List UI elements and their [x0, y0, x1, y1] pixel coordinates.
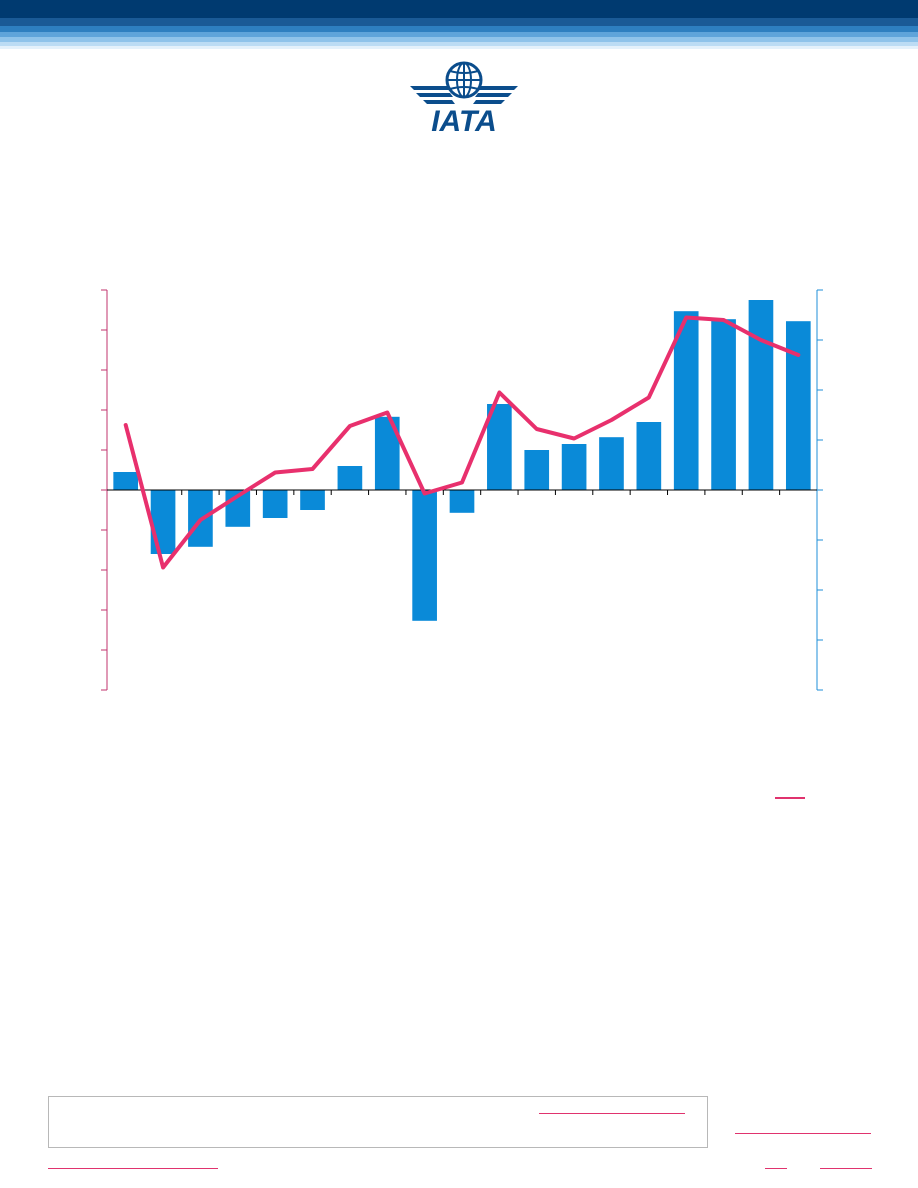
chart — [101, 289, 823, 691]
bar-2 — [150, 490, 176, 554]
side-link[interactable] — [735, 1133, 871, 1134]
bar-16 — [673, 311, 699, 490]
bar-11 — [487, 404, 512, 490]
bottom-link-mid[interactable] — [765, 1168, 787, 1169]
bar-1 — [113, 472, 139, 490]
bar-5 — [262, 490, 288, 518]
footer-box-link[interactable] — [539, 1113, 685, 1114]
bar-17 — [711, 319, 736, 490]
footer-info-box — [48, 1096, 708, 1148]
header-banner — [0, 0, 918, 49]
legend-link-underline — [775, 797, 805, 799]
bar-6 — [300, 490, 325, 510]
bar-12 — [524, 450, 550, 490]
bar-9 — [412, 490, 437, 621]
bar-15 — [636, 422, 662, 490]
bar-10 — [449, 490, 475, 513]
bar-14 — [599, 437, 624, 490]
bar-19 — [785, 321, 811, 490]
bar-7 — [337, 466, 363, 490]
bar-13 — [561, 444, 587, 490]
bar-18 — [748, 300, 774, 490]
logo-text: IATA — [431, 105, 497, 134]
bottom-link-left[interactable] — [48, 1168, 218, 1169]
iata-logo: IATA — [410, 61, 518, 134]
bottom-link-right[interactable] — [820, 1168, 872, 1169]
